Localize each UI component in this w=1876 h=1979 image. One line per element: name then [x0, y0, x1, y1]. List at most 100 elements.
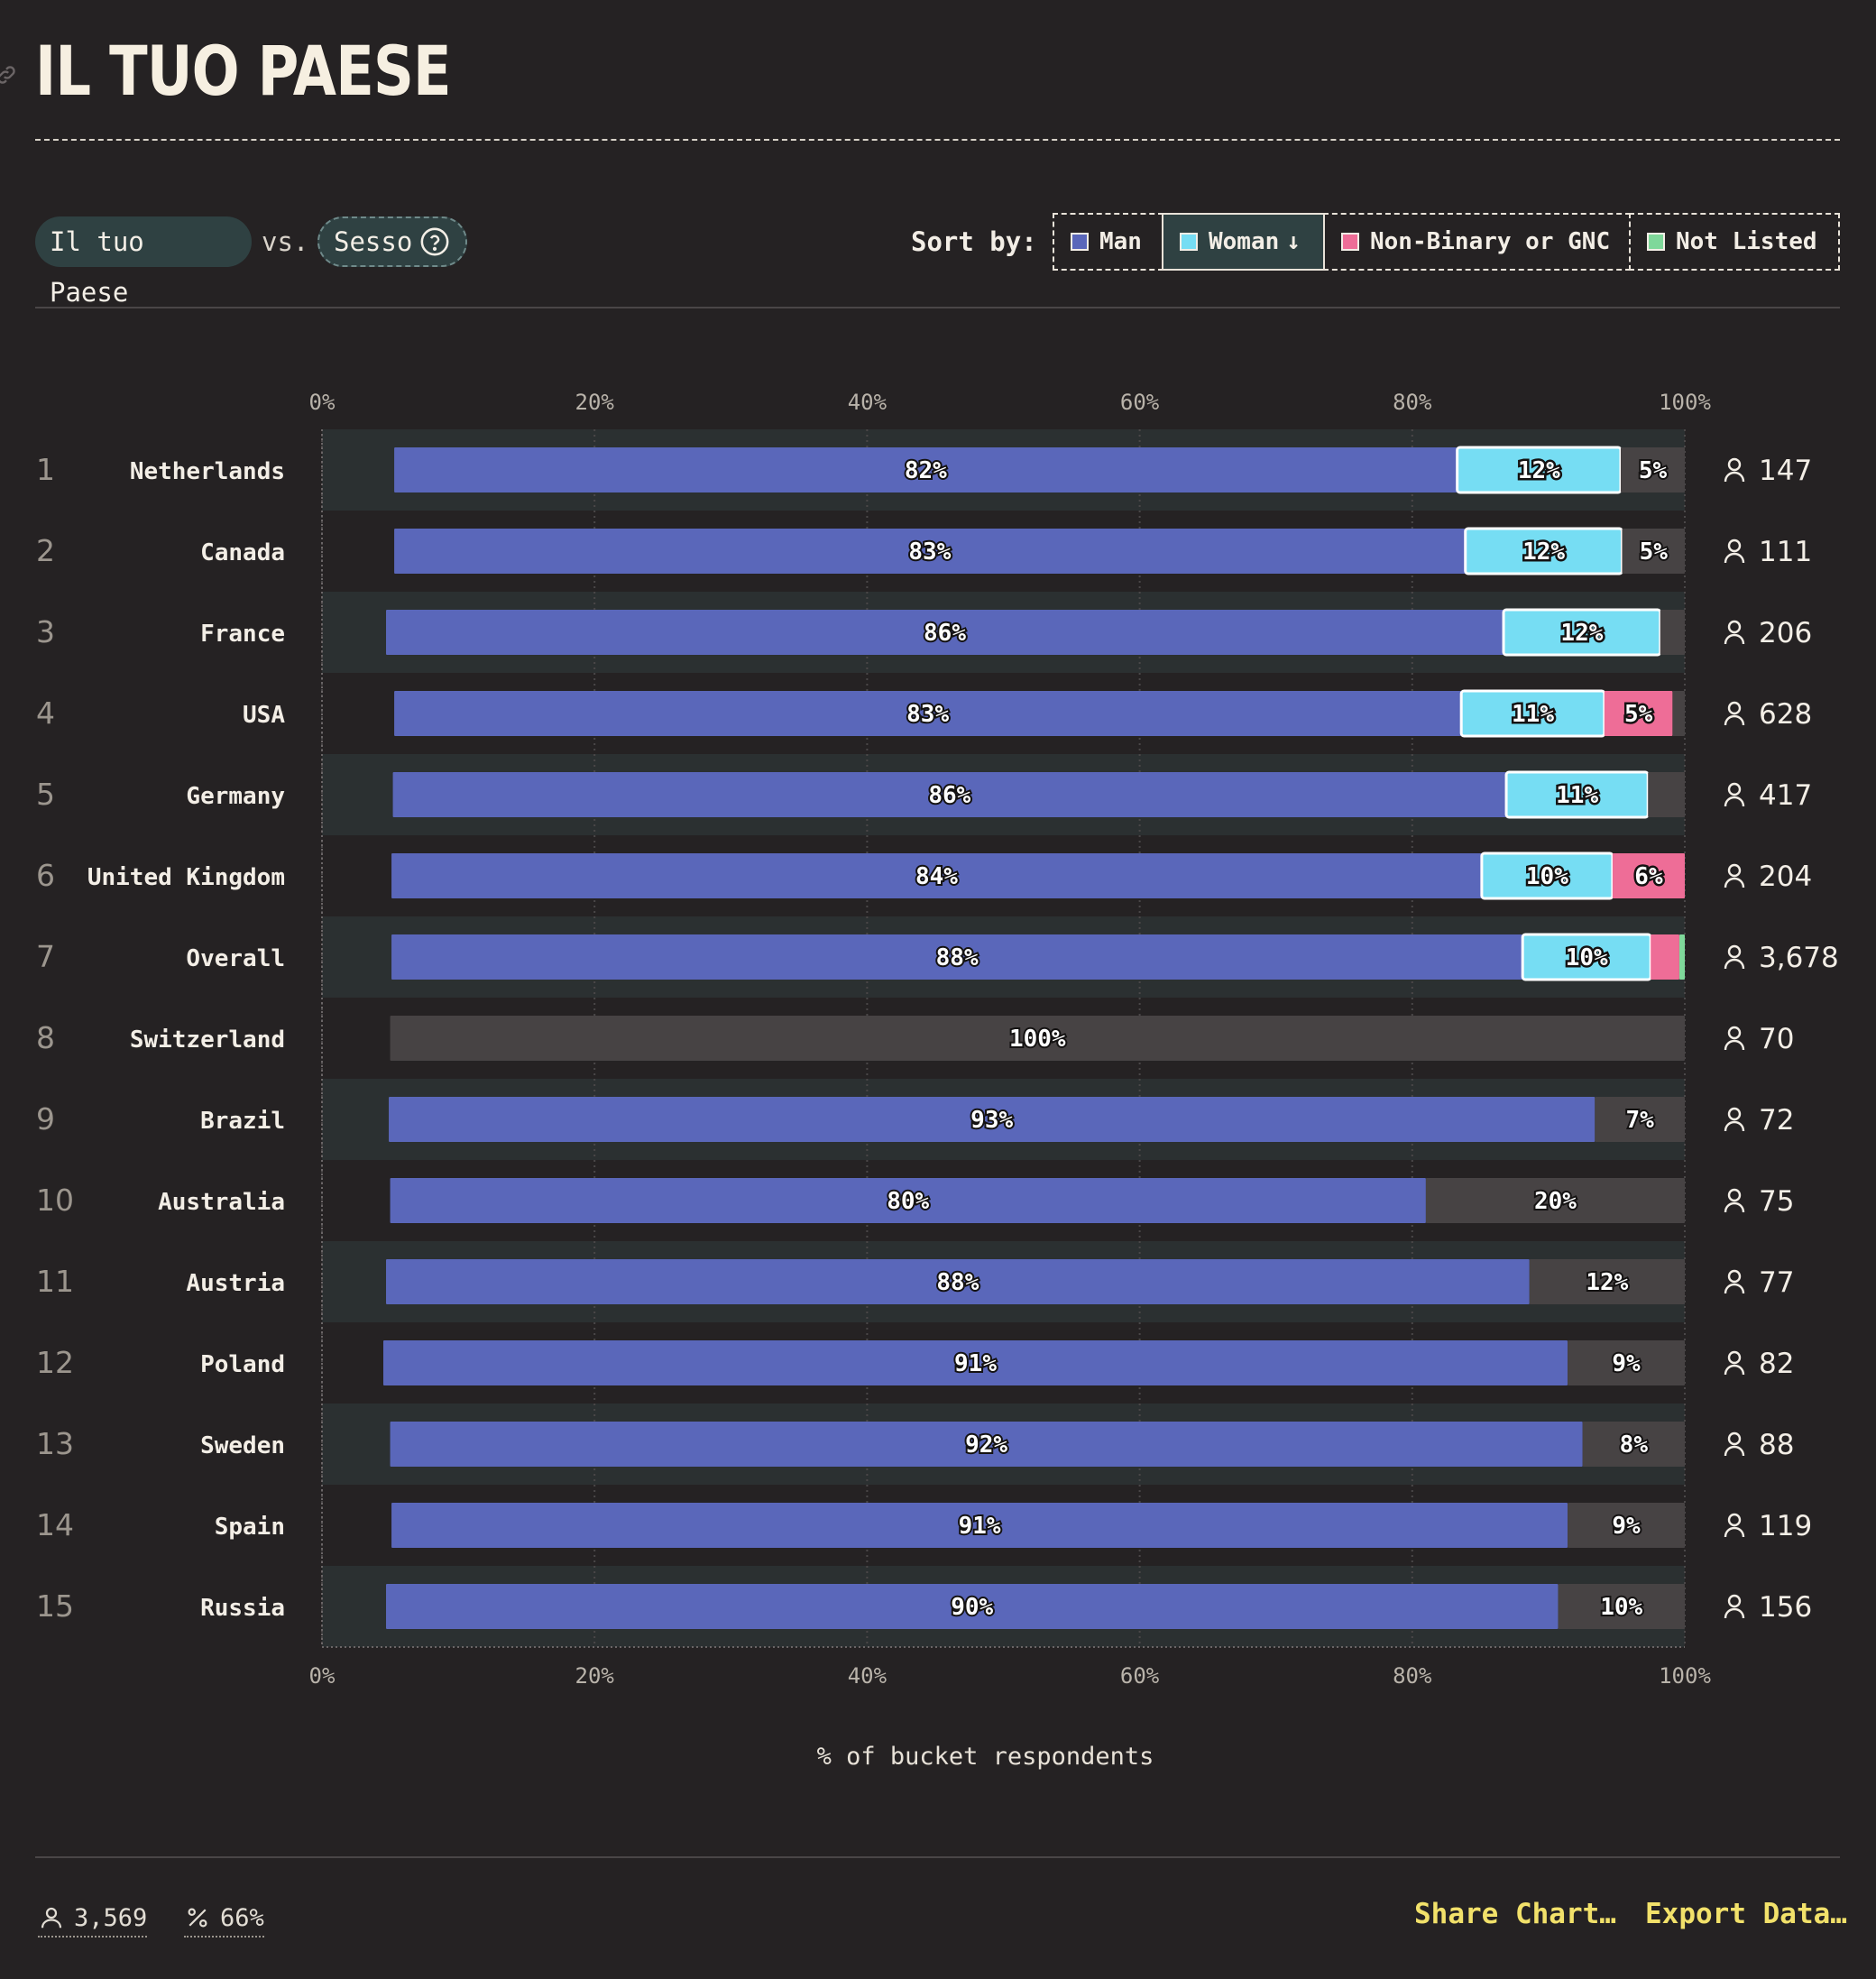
- bar-segment: [394, 529, 1466, 574]
- bar-segment: [1582, 1422, 1685, 1467]
- sort-not-listed-button[interactable]: Not Listed: [1629, 213, 1840, 271]
- x-tick-label-bottom: 100%: [1659, 1663, 1711, 1689]
- not-listed-swatch: [1647, 233, 1665, 251]
- row-label: Overall: [186, 945, 285, 972]
- bar-segment: [382, 1340, 1568, 1385]
- person-icon: [1724, 1188, 1745, 1213]
- row-count: 75: [1759, 1185, 1794, 1218]
- table-row: 13 Sweden 92% 8% 88: [36, 1422, 1794, 1467]
- person-icon: [1724, 782, 1745, 807]
- person-icon: [1724, 1431, 1745, 1457]
- person-icon: [1724, 1594, 1745, 1619]
- bar-segment: [1620, 447, 1685, 492]
- row-label: Sweden: [200, 1432, 285, 1459]
- sort-woman-label: Woman: [1209, 228, 1280, 255]
- person-icon: [1724, 1269, 1745, 1294]
- bar-value-label: 88%: [936, 944, 979, 971]
- help-icon[interactable]: [419, 226, 450, 257]
- row-rank: 11: [36, 1264, 74, 1299]
- bar-segment: [391, 853, 1482, 898]
- bar-value-label: 5%: [1624, 701, 1653, 728]
- row-rank: 4: [36, 695, 55, 731]
- link-icon[interactable]: [0, 63, 18, 87]
- person-icon: [1724, 944, 1745, 970]
- export-data-link[interactable]: Export Data…: [1645, 1898, 1847, 1930]
- row-count: 156: [1759, 1591, 1812, 1624]
- bar-segment: [1678, 934, 1685, 980]
- sort-nonbinary-button[interactable]: Non-Binary or GNC: [1323, 213, 1631, 271]
- bar-value-label: 84%: [915, 863, 958, 890]
- percent-stat[interactable]: 66%: [184, 1900, 264, 1938]
- row-label: Germany: [186, 783, 285, 810]
- column-variable-pill[interactable]: Sesso: [317, 216, 467, 267]
- x-tick-label-top: 60%: [1120, 390, 1160, 415]
- x-tick-label-top: 100%: [1659, 390, 1711, 415]
- row-count: 3,678: [1759, 942, 1839, 974]
- table-row: 3 France 86% 12% 206: [36, 608, 1812, 657]
- bar-value-label: 92%: [965, 1431, 1007, 1459]
- row-label: Poland: [200, 1351, 285, 1378]
- bar-value-label: 88%: [936, 1269, 979, 1296]
- x-tick-label-bottom: 0%: [309, 1663, 336, 1689]
- bar-segment: [1568, 1340, 1685, 1385]
- bar-segment: [1425, 1178, 1685, 1223]
- bar-segment: [1660, 610, 1685, 655]
- row-count: 204: [1759, 861, 1812, 893]
- bar-segment: [1648, 772, 1685, 817]
- table-row: 9 Brazil 93% 7% 72: [36, 1097, 1794, 1142]
- row-count: 88: [1759, 1429, 1794, 1461]
- row-label: France: [200, 621, 285, 648]
- row-rank: 9: [36, 1101, 55, 1137]
- bar-segment: [1622, 529, 1685, 574]
- table-row: 4 USA 83% 11% 5% 628: [36, 689, 1812, 738]
- sort-not-listed-label: Not Listed: [1676, 228, 1817, 255]
- row-label: Austria: [186, 1270, 285, 1297]
- row-label: United Kingdom: [87, 864, 285, 891]
- x-tick-label-top: 40%: [848, 390, 887, 415]
- bar-value-label: 100%: [1009, 1026, 1066, 1053]
- bar-segment: [389, 1097, 1596, 1142]
- bar-segment: [1558, 1584, 1685, 1629]
- x-tick-label-top: 0%: [309, 390, 336, 415]
- bar-segment: [392, 772, 1507, 817]
- row-rank: 10: [36, 1183, 74, 1218]
- bar-segment: [1595, 1097, 1685, 1142]
- bar-segment: [1456, 446, 1623, 494]
- title-divider: [35, 139, 1840, 141]
- row-count: 206: [1759, 617, 1812, 649]
- table-row: 5 Germany 86% 11% 417: [36, 770, 1812, 819]
- footer-divider: [35, 1856, 1840, 1858]
- person-icon: [41, 1907, 62, 1928]
- bar-value-label: 5%: [1639, 457, 1668, 484]
- bar-value-label: 11%: [1556, 782, 1598, 809]
- row-count: 111: [1759, 536, 1812, 568]
- share-chart-link[interactable]: Share Chart…: [1414, 1898, 1616, 1930]
- row-label: USA: [243, 702, 285, 729]
- percent-icon: [188, 1908, 207, 1928]
- person-icon: [1724, 1107, 1745, 1132]
- bar-value-label: 83%: [908, 538, 951, 566]
- table-row: 1 Netherlands 82% 12% 5% 147: [36, 446, 1812, 494]
- bar-segment: [1651, 934, 1679, 980]
- bar-segment: [386, 1584, 1559, 1629]
- stacked-bar-chart: 0% 0% 20% 20% 40% 40% 60% 60% 80% 80% 100% 100% % of…: [36, 390, 1839, 1771]
- sort-man-label: Man: [1099, 228, 1142, 255]
- x-tick-label-bottom: 20%: [575, 1663, 615, 1689]
- bar-value-label: 91%: [959, 1513, 1001, 1540]
- row-variable-pill[interactable]: Il tuo Paese: [35, 216, 252, 308]
- row-rank: 5: [36, 777, 55, 812]
- sort-woman-button[interactable]: Woman ↓: [1162, 213, 1325, 271]
- page-title: IL TUO PAESE: [35, 31, 452, 111]
- row-label: Canada: [200, 539, 285, 566]
- bar-value-label: 9%: [1612, 1350, 1641, 1377]
- bar-value-label: 10%: [1566, 944, 1608, 971]
- sort-by-label: Sort by:: [911, 226, 1037, 257]
- bar-segment: [1529, 1259, 1685, 1304]
- bar-value-label: 20%: [1534, 1188, 1577, 1215]
- woman-swatch: [1180, 233, 1198, 251]
- bar-value-label: 10%: [1600, 1594, 1642, 1621]
- sort-legend: Man Woman ↓ Non-Binary or GNC Not Listed: [1053, 213, 1840, 271]
- nonbinary-swatch: [1341, 233, 1359, 251]
- respondents-stat[interactable]: 3,569: [38, 1900, 148, 1938]
- sort-man-button[interactable]: Man: [1053, 213, 1163, 271]
